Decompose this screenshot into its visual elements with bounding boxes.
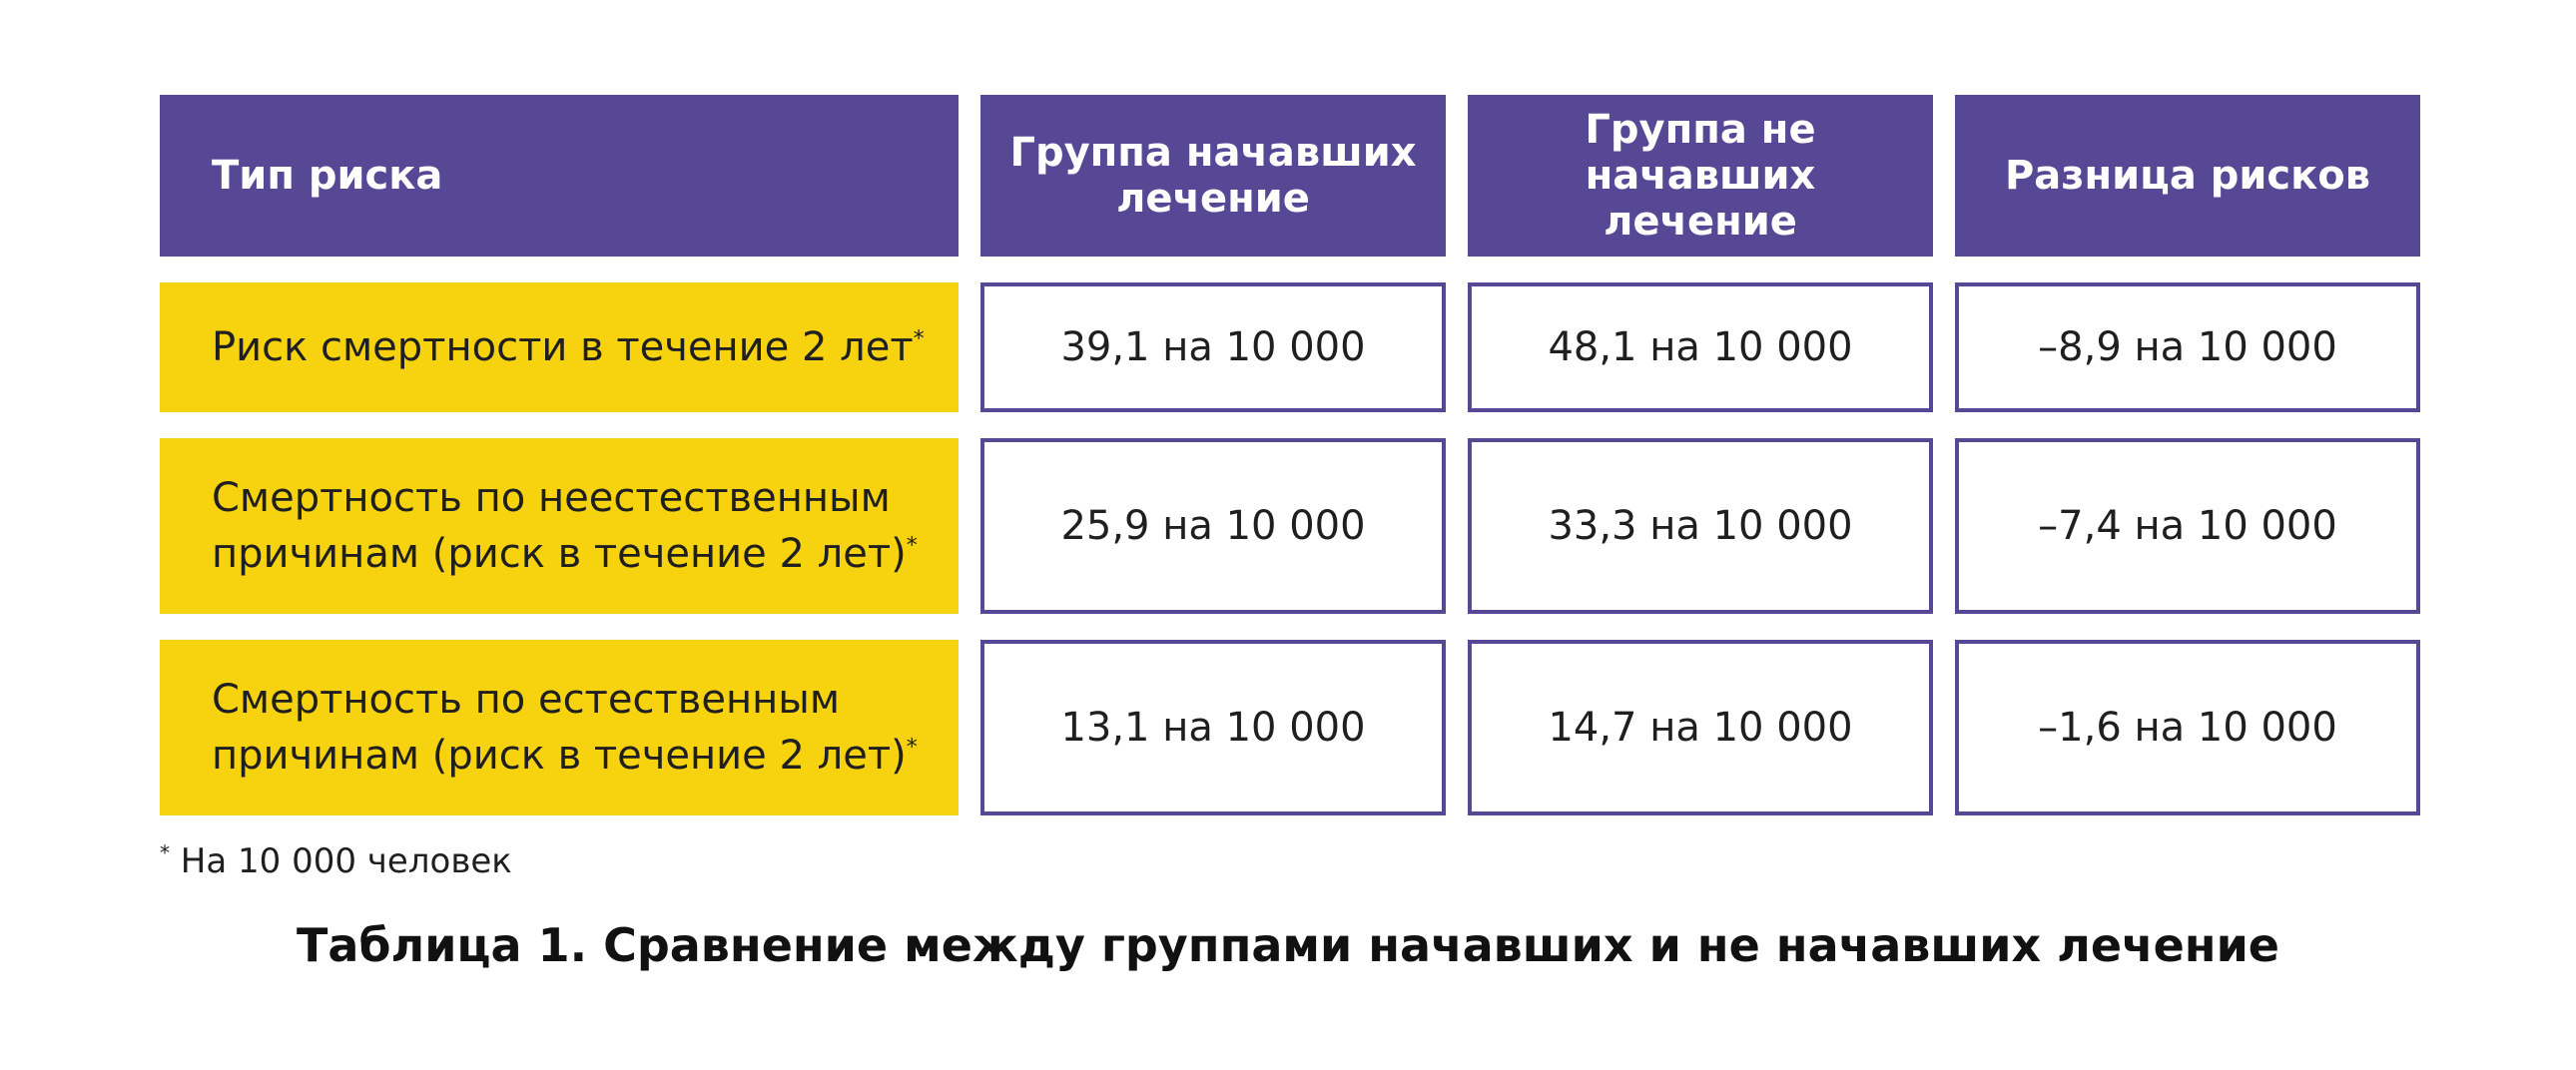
footnote-mark: * xyxy=(906,533,918,559)
table-row: Риск смертности в течение 2 лет* 39,1 на… xyxy=(160,282,2424,412)
row-label: Риск смертности в течение 2 лет* xyxy=(160,282,959,412)
header-risk-difference: Разница рисков xyxy=(1955,95,2420,257)
table-header-row: Тип риска Группа начавших лечение Группа… xyxy=(160,95,2424,257)
comparison-table: Тип риска Группа начавших лечение Группа… xyxy=(160,95,2424,815)
footnote-mark: * xyxy=(906,735,918,761)
footnote-mark: * xyxy=(913,326,925,352)
header-treated-group: Группа начавших лечение xyxy=(980,95,1446,257)
value-cell-difference: –1,6 на 10 000 xyxy=(1955,640,2420,815)
row-label-line: Смертность по естественным xyxy=(212,677,841,723)
header-risk-type: Тип риска xyxy=(160,95,959,257)
row-label: Смертность по неестественным причинам (р… xyxy=(160,438,959,614)
table-caption: Таблица 1. Сравнение между группами нача… xyxy=(296,918,2280,972)
value-cell-difference: –8,9 на 10 000 xyxy=(1955,282,2420,412)
row-label: Смертность по естественным причинам (рис… xyxy=(160,640,959,815)
value-cell-untreated: 48,1 на 10 000 xyxy=(1468,282,1933,412)
row-label-line: Смертность по неестественным xyxy=(212,475,891,521)
footnote-mark: * xyxy=(160,840,170,865)
header-untreated-group: Группа не начавших лечение xyxy=(1468,95,1933,257)
value-cell-untreated: 33,3 на 10 000 xyxy=(1468,438,1933,614)
value-cell-treated: 39,1 на 10 000 xyxy=(980,282,1446,412)
table-row: Смертность по неестественным причинам (р… xyxy=(160,438,2424,614)
footnote-text: На 10 000 человек xyxy=(170,841,512,881)
row-label-line: причинам (риск в течение 2 лет) xyxy=(212,733,907,779)
value-cell-treated: 25,9 на 10 000 xyxy=(980,438,1446,614)
row-label-line: Риск смертности в течение 2 лет xyxy=(212,324,914,370)
value-cell-difference: –7,4 на 10 000 xyxy=(1955,438,2420,614)
value-cell-treated: 13,1 на 10 000 xyxy=(980,640,1446,815)
value-cell-untreated: 14,7 на 10 000 xyxy=(1468,640,1933,815)
footnote: * На 10 000 человек xyxy=(160,841,512,881)
row-label-line: причинам (риск в течение 2 лет) xyxy=(212,531,907,577)
table-row: Смертность по естественным причинам (рис… xyxy=(160,640,2424,815)
